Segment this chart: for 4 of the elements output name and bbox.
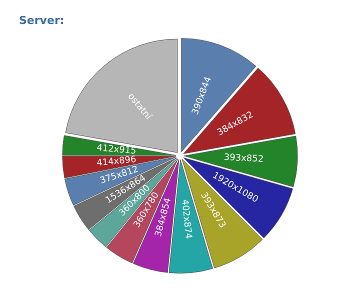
chart-title: Server: xyxy=(19,14,64,27)
slice-label: 402x874 xyxy=(179,198,193,240)
slice-label: 393x852 xyxy=(224,152,264,165)
slice-label: 412x915 xyxy=(96,143,137,157)
